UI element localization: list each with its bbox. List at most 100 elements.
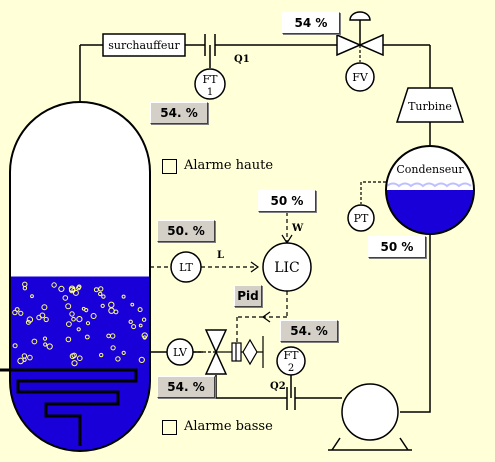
bubble: [12, 343, 18, 349]
bubble: [18, 310, 24, 316]
q1-label: Q1: [234, 54, 250, 65]
bubble: [31, 338, 38, 345]
controller-output-readout: 54. %: [280, 320, 338, 342]
bubble: [42, 336, 48, 341]
bubble: [58, 285, 65, 292]
bubble: [108, 301, 115, 308]
superheater-label: surchauffeur: [108, 39, 180, 52]
bubble: [115, 356, 121, 362]
steam-drum: [9, 101, 151, 452]
lic-bubble[interactable]: [262, 242, 312, 292]
bubble: [27, 354, 33, 361]
lt-bubble[interactable]: [170, 251, 202, 283]
bubble: [110, 345, 116, 351]
alarm-low-checkbox[interactable]: [162, 420, 177, 435]
bubble: [71, 360, 78, 367]
w-signal-label: W: [291, 223, 304, 234]
steam-flow-readout: 54. %: [150, 102, 208, 124]
l-signal-label: L: [217, 250, 224, 261]
bubble: [121, 350, 126, 355]
ft2-name: FT: [284, 349, 300, 362]
steam-line: [79, 44, 431, 102]
bubble: [43, 342, 48, 347]
bubble: [46, 343, 53, 350]
valve-actuator: [216, 336, 264, 368]
feed-pump: [322, 383, 412, 451]
bubble: [100, 303, 105, 308]
bubble: [71, 316, 76, 322]
condensate-line: [400, 234, 431, 413]
feed-flow-readout: 54. %: [157, 376, 215, 398]
q2-label: Q2: [270, 381, 286, 392]
bubble: [76, 327, 81, 332]
ft2-number: 2: [288, 363, 294, 374]
bubble: [141, 332, 148, 339]
drum-bubbles: [12, 281, 148, 367]
condenser-level-readout: 50 %: [368, 236, 426, 258]
fv-bubble[interactable]: [345, 62, 375, 92]
bubble: [93, 287, 99, 293]
bubble: [22, 286, 28, 291]
alarm-high-label: Alarme haute: [184, 158, 274, 173]
controller-mode-button[interactable]: Pid: [234, 285, 262, 307]
alarm-high-checkbox[interactable]: [162, 159, 177, 174]
bubble: [101, 294, 106, 299]
bubble: [41, 304, 48, 311]
bubble: [81, 306, 86, 311]
bubble: [141, 317, 147, 322]
orifice-q2: [286, 374, 296, 410]
lv-label: LV: [173, 346, 188, 359]
ft1-name: FT: [203, 73, 219, 86]
bubble: [77, 355, 83, 362]
bubble: [69, 353, 76, 360]
bubble: [65, 336, 72, 343]
bubble: [65, 303, 72, 310]
alarm-low-label: Alarme basse: [184, 419, 273, 434]
bubble: [138, 356, 145, 363]
bubble: [84, 334, 90, 340]
bubble: [68, 285, 76, 293]
bubble: [62, 295, 69, 301]
ft1-number: 1: [207, 87, 213, 98]
lv-bubble[interactable]: [166, 338, 194, 366]
bubble: [69, 311, 75, 317]
condenser-label: Condenseur: [396, 163, 464, 176]
bubble: [66, 321, 72, 328]
heating-coil: [0, 368, 138, 446]
orifice-q1: [204, 34, 216, 68]
bubble: [90, 313, 97, 319]
turbine: [395, 87, 465, 123]
bubble: [39, 312, 46, 319]
bubble: [43, 316, 49, 323]
level-readout: 50. %: [157, 220, 215, 242]
bubble: [25, 319, 31, 325]
fv-label: FV: [352, 71, 369, 84]
bubble: [137, 307, 143, 313]
bubble: [106, 333, 111, 339]
signal-lines: [150, 212, 288, 343]
bubble: [12, 309, 18, 316]
bubble: [99, 352, 104, 358]
top-valve-readout: 54 %: [282, 12, 340, 34]
pt-bubble[interactable]: [347, 204, 375, 232]
bubble: [51, 282, 57, 288]
bubble: [76, 285, 81, 291]
ft2-bubble[interactable]: [276, 346, 306, 376]
pt-label: PT: [354, 212, 369, 225]
bubble: [22, 357, 27, 362]
bubble: [30, 294, 34, 299]
bubble: [85, 321, 91, 326]
bubble: [72, 289, 79, 296]
bubble: [130, 302, 135, 307]
control-valve-fv[interactable]: [336, 11, 384, 57]
level-valve-lv[interactable]: [204, 329, 228, 375]
bubble: [138, 323, 143, 328]
ft1-bubble[interactable]: [194, 68, 226, 100]
bubble: [98, 291, 103, 297]
lic-label: LIC: [274, 260, 300, 276]
bubble: [142, 335, 147, 340]
bubble: [76, 316, 83, 323]
setpoint-readout[interactable]: 50 %: [258, 190, 316, 212]
